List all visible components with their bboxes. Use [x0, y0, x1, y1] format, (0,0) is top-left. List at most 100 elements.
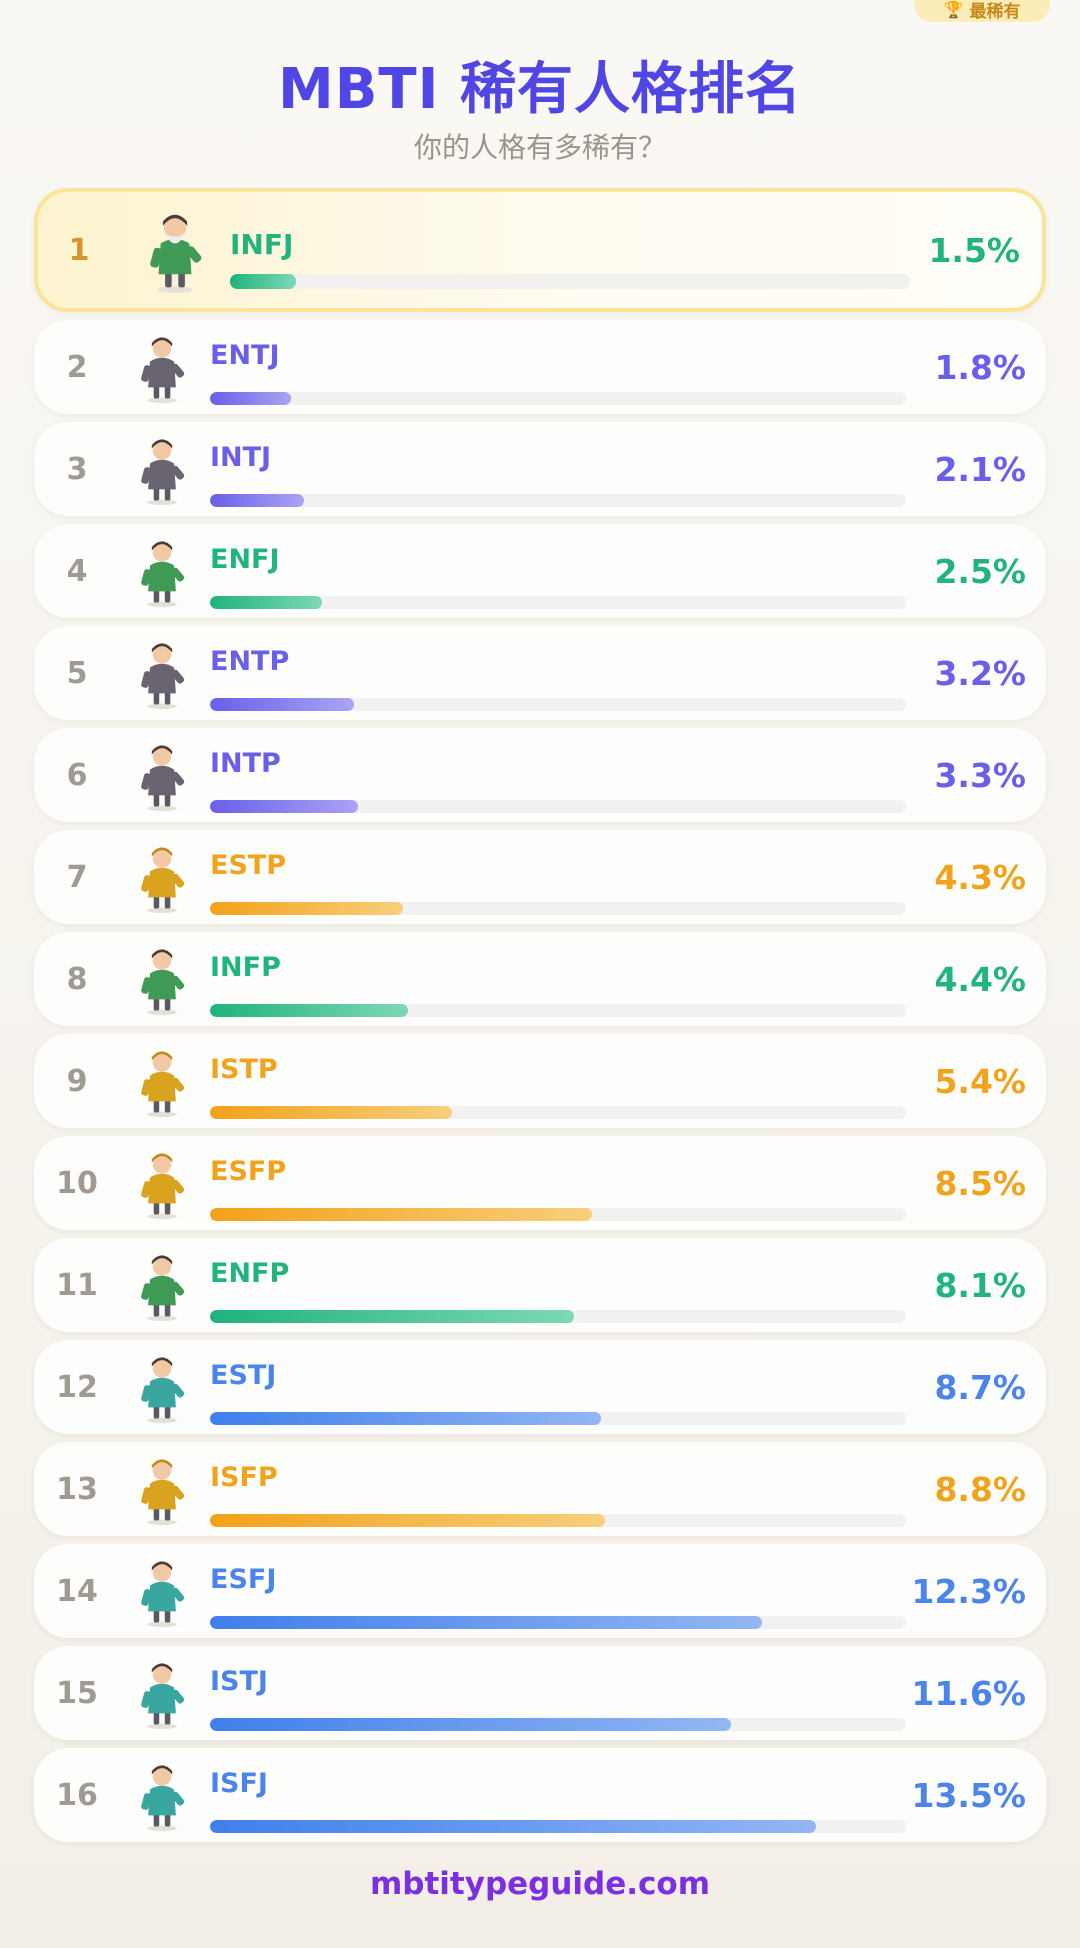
- mediator-avatar-icon: [126, 942, 198, 1016]
- executive-avatar-icon: [126, 1350, 198, 1424]
- rarity-bar-fill: [210, 596, 323, 609]
- rarity-bar-track: [210, 392, 906, 405]
- wizard-avatar-icon: [136, 206, 214, 294]
- ranking-row: 8 INFP 4.4%: [34, 932, 1046, 1026]
- rank-number: 6: [66, 757, 88, 793]
- rank-number: 4: [66, 553, 88, 589]
- personality-type-label: ENTP: [210, 646, 290, 677]
- rarity-bar-fill: [210, 1514, 606, 1527]
- rank-number: 16: [56, 1777, 98, 1813]
- rarity-bar-fill: [210, 392, 291, 405]
- personality-type-label: ISFJ: [210, 1768, 268, 1799]
- entertainer-avatar-icon: [126, 1146, 198, 1220]
- rarity-bar-track: [210, 1412, 906, 1425]
- rarity-bar-track: [210, 698, 906, 711]
- rarity-bar-fill: [210, 1106, 453, 1119]
- percentage-value: 8.5%: [934, 1163, 1026, 1203]
- percentage-value: 2.5%: [934, 551, 1026, 591]
- ranking-row: 6 INTP 3.3%: [34, 728, 1046, 822]
- ranking-row: 12 ESTJ 8.7%: [34, 1340, 1046, 1434]
- rank-number: 3: [66, 451, 88, 487]
- rarity-bar-fill: [230, 274, 296, 289]
- percentage-value: 8.7%: [934, 1367, 1026, 1407]
- commander-avatar-icon: [126, 330, 198, 404]
- debater-avatar-icon: [126, 636, 198, 710]
- rarity-bar-fill: [210, 1208, 592, 1221]
- ranking-row: 14 ESFJ 12.3%: [34, 1544, 1046, 1638]
- percentage-value: 8.1%: [934, 1265, 1026, 1305]
- rarity-bar-track: [210, 1310, 906, 1323]
- personality-type-label: ESTP: [210, 850, 287, 881]
- ranking-row: 7 ESTP 4.3%: [34, 830, 1046, 924]
- ranking-row: 5 ENTP 3.2%: [34, 626, 1046, 720]
- rank-number: 14: [56, 1573, 98, 1609]
- percentage-value: 1.8%: [934, 347, 1026, 387]
- ranking-row: 9 ISTP 5.4%: [34, 1034, 1046, 1128]
- rarest-badge: 🏆 最稀有: [914, 0, 1050, 22]
- rank-number: 7: [66, 859, 88, 895]
- percentage-value: 3.2%: [934, 653, 1026, 693]
- rarity-bar-track: [210, 494, 906, 507]
- personality-type-label: ISTJ: [210, 1666, 268, 1697]
- percentage-value: 4.3%: [934, 857, 1026, 897]
- rarity-bar-fill: [210, 1412, 601, 1425]
- percentage-value: 11.6%: [911, 1673, 1027, 1713]
- rarity-bar-track: [210, 596, 906, 609]
- page-title: MBTI 稀有人格排名: [278, 57, 802, 122]
- protagonist-avatar-icon: [126, 534, 198, 608]
- rarity-bar-fill: [210, 800, 359, 813]
- rarity-bar-fill: [210, 494, 305, 507]
- personality-type-label: ISFP: [210, 1462, 278, 1493]
- consul-avatar-icon: [126, 1554, 198, 1628]
- personality-type-label: ENTJ: [210, 340, 280, 371]
- rank-number: 13: [56, 1471, 98, 1507]
- ranking-row: 1 INFJ 1.5%: [34, 188, 1046, 312]
- trophy-icon: 🏆: [943, 0, 964, 19]
- entrepreneur-avatar-icon: [126, 840, 198, 914]
- page-subtitle: 你的人格有多稀有？: [413, 131, 666, 164]
- personality-type-label: INTJ: [210, 442, 272, 473]
- personality-type-label: ESFJ: [210, 1564, 277, 1595]
- rarity-bar-track: [210, 1208, 906, 1221]
- percentage-value: 3.3%: [934, 755, 1026, 795]
- rarity-bar-fill: [210, 1310, 574, 1323]
- personality-type-label: INFP: [210, 952, 281, 983]
- rarity-bar-fill: [210, 1718, 731, 1731]
- percentage-value: 5.4%: [934, 1061, 1026, 1101]
- rank-number: 10: [56, 1165, 98, 1201]
- rarity-bar-track: [230, 274, 910, 289]
- footer-site-link[interactable]: mbtitypeguide.com: [369, 1866, 711, 1902]
- rank-number: 12: [56, 1369, 98, 1405]
- personality-type-label: ENFP: [210, 1258, 290, 1289]
- personality-type-label: INTP: [210, 748, 281, 779]
- ranking-row: 16 ISFJ 13.5%: [34, 1748, 1046, 1842]
- personality-type-label: ENFJ: [210, 544, 280, 575]
- ranking-row: 11 ENFP 8.1%: [34, 1238, 1046, 1332]
- rarity-bar-track: [210, 1820, 906, 1833]
- percentage-value: 2.1%: [934, 449, 1026, 489]
- rank-number: 2: [66, 349, 88, 385]
- ranking-row: 4 ENFJ 2.5%: [34, 524, 1046, 618]
- virtuoso-avatar-icon: [126, 1044, 198, 1118]
- rarity-bar-track: [210, 800, 906, 813]
- personality-type-label: ISTP: [210, 1054, 278, 1085]
- ranking-row: 10 ESFP 8.5%: [34, 1136, 1046, 1230]
- rank-number: 5: [66, 655, 88, 691]
- rarity-bar-fill: [210, 698, 354, 711]
- ranking-list: 1 INFJ 1.5% 2 ENTJ 1.8%: [34, 188, 1046, 1850]
- ranking-row: 15 ISTJ 11.6%: [34, 1646, 1046, 1740]
- ranking-row: 2 ENTJ 1.8%: [34, 320, 1046, 414]
- rarity-bar-track: [210, 1514, 906, 1527]
- rarity-bar-track: [210, 1718, 906, 1731]
- rarity-bar-fill: [210, 1616, 763, 1629]
- rarity-bar-fill: [210, 1820, 817, 1833]
- percentage-value: 4.4%: [934, 959, 1026, 999]
- ranking-row: 13 ISFP 8.8%: [34, 1442, 1046, 1536]
- logician-avatar-icon: [126, 738, 198, 812]
- architect-avatar-icon: [126, 432, 198, 506]
- defender-avatar-icon: [126, 1758, 198, 1832]
- rarity-bar-track: [210, 1106, 906, 1119]
- rank-number: 15: [56, 1675, 98, 1711]
- rarity-bar-track: [210, 902, 906, 915]
- badge-label: 最稀有: [969, 1, 1021, 22]
